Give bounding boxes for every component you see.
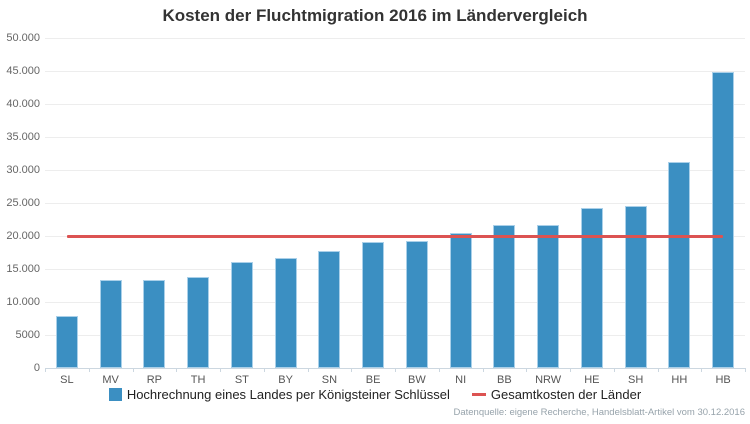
y-tick-label: 50.000	[6, 32, 40, 44]
bar-SN	[318, 250, 341, 368]
x-tick-label-BE: BE	[365, 374, 381, 386]
x-tick-label-NRW: NRW	[535, 374, 562, 386]
x-tick-label-HB: HB	[715, 374, 731, 386]
y-tick-label: 0	[33, 362, 40, 374]
y-tick-label: 25.000	[6, 197, 40, 209]
x-axis-tick	[483, 368, 484, 372]
bar-BB	[493, 225, 516, 368]
x-axis-tick	[439, 368, 440, 372]
x-tick-label-BB: BB	[497, 374, 512, 386]
y-tick-label: 45.000	[6, 65, 40, 77]
x-tick-label-BW: BW	[408, 374, 426, 386]
bar-SH	[624, 205, 647, 368]
x-tick-label-HH: HH	[671, 374, 688, 386]
x-tick-label-SH: SH	[627, 374, 644, 386]
gridline	[45, 203, 745, 204]
x-tick-label-SL: SL	[60, 374, 74, 386]
bar-HH	[668, 162, 691, 368]
x-axis-tick	[395, 368, 396, 372]
x-axis-tick	[220, 368, 221, 372]
legend: Hochrechnung eines Landes per Königstein…	[0, 387, 750, 402]
y-tick-label: 20.000	[6, 230, 40, 242]
bar-NI	[449, 233, 472, 368]
y-tick-label: 10.000	[6, 296, 40, 308]
x-axis-tick	[133, 368, 134, 372]
x-tick-label-HE: HE	[584, 374, 600, 386]
bar-HE	[580, 207, 603, 368]
gridline	[45, 38, 745, 39]
x-tick-label-MV: MV	[102, 374, 119, 386]
x-axis-tick	[570, 368, 571, 372]
gridline	[45, 302, 745, 303]
gridline	[45, 71, 745, 72]
x-axis-tick	[614, 368, 615, 372]
bar-series-swatch-icon	[108, 388, 122, 401]
bar-BY	[274, 258, 297, 368]
bar-HB	[712, 72, 735, 368]
plot-area: SL MV RP TH ST BY SN BE BW NI BB NRW HE SH HH HB	[45, 38, 746, 386]
x-tick-label-TH: TH	[190, 374, 206, 386]
gridline	[45, 137, 745, 138]
gridline	[45, 104, 745, 105]
legend-line-label: Gesamtkosten der Länder	[490, 387, 642, 402]
gridline	[45, 269, 745, 270]
x-tick-label-BY: BY	[278, 374, 293, 386]
bar-MV	[99, 280, 122, 368]
x-axis-tick	[526, 368, 527, 372]
gridline	[45, 335, 745, 336]
x-axis-tick	[745, 368, 746, 372]
y-axis: 0 5000 10.000 15.000 20.000 25.000 30.000 35.00…	[0, 32, 40, 374]
y-tick-label: 5000	[15, 329, 40, 341]
y-tick-label: 30.000	[6, 164, 40, 176]
x-tick-label-ST: ST	[234, 374, 249, 386]
x-tick-label-RP: RP	[146, 374, 163, 386]
x-axis-tick	[89, 368, 90, 372]
legend-bar-label: Hochrechnung eines Landes per Königstein…	[126, 387, 450, 402]
bar-BE	[362, 241, 385, 368]
legend-item-bars: Hochrechnung eines Landes per Königstein…	[108, 387, 450, 402]
bar-SL	[55, 315, 78, 368]
x-tick-label-SN: SN	[321, 374, 338, 386]
legend-item-line: Gesamtkosten der Länder	[471, 387, 642, 402]
x-axis-tick	[308, 368, 309, 372]
x-axis-tick	[264, 368, 265, 372]
gridline	[45, 170, 745, 171]
x-axis-tick	[701, 368, 702, 372]
reference-line-gesamtkosten	[66, 235, 724, 239]
x-axis-tick	[45, 368, 46, 372]
data-source-note: Datenquelle: eigene Recherche, Handelsbl…	[453, 407, 745, 418]
bar-ST	[230, 261, 253, 368]
bar-RP	[143, 279, 166, 368]
x-axis-tick	[351, 368, 352, 372]
y-tick-label: 35.000	[6, 131, 40, 143]
x-axis-tick	[658, 368, 659, 372]
y-tick-label: 40.000	[6, 98, 40, 110]
y-tick-label: 15.000	[6, 263, 40, 275]
line-series-dash-icon	[471, 393, 486, 396]
x-axis-tick	[176, 368, 177, 372]
chart-title: Kosten der Fluchtmigration 2016 im Lände…	[162, 6, 588, 25]
x-tick-label-NI: NI	[455, 374, 467, 386]
bar-NRW	[537, 224, 560, 368]
bar-BW	[405, 241, 428, 368]
bar-TH	[187, 276, 210, 368]
